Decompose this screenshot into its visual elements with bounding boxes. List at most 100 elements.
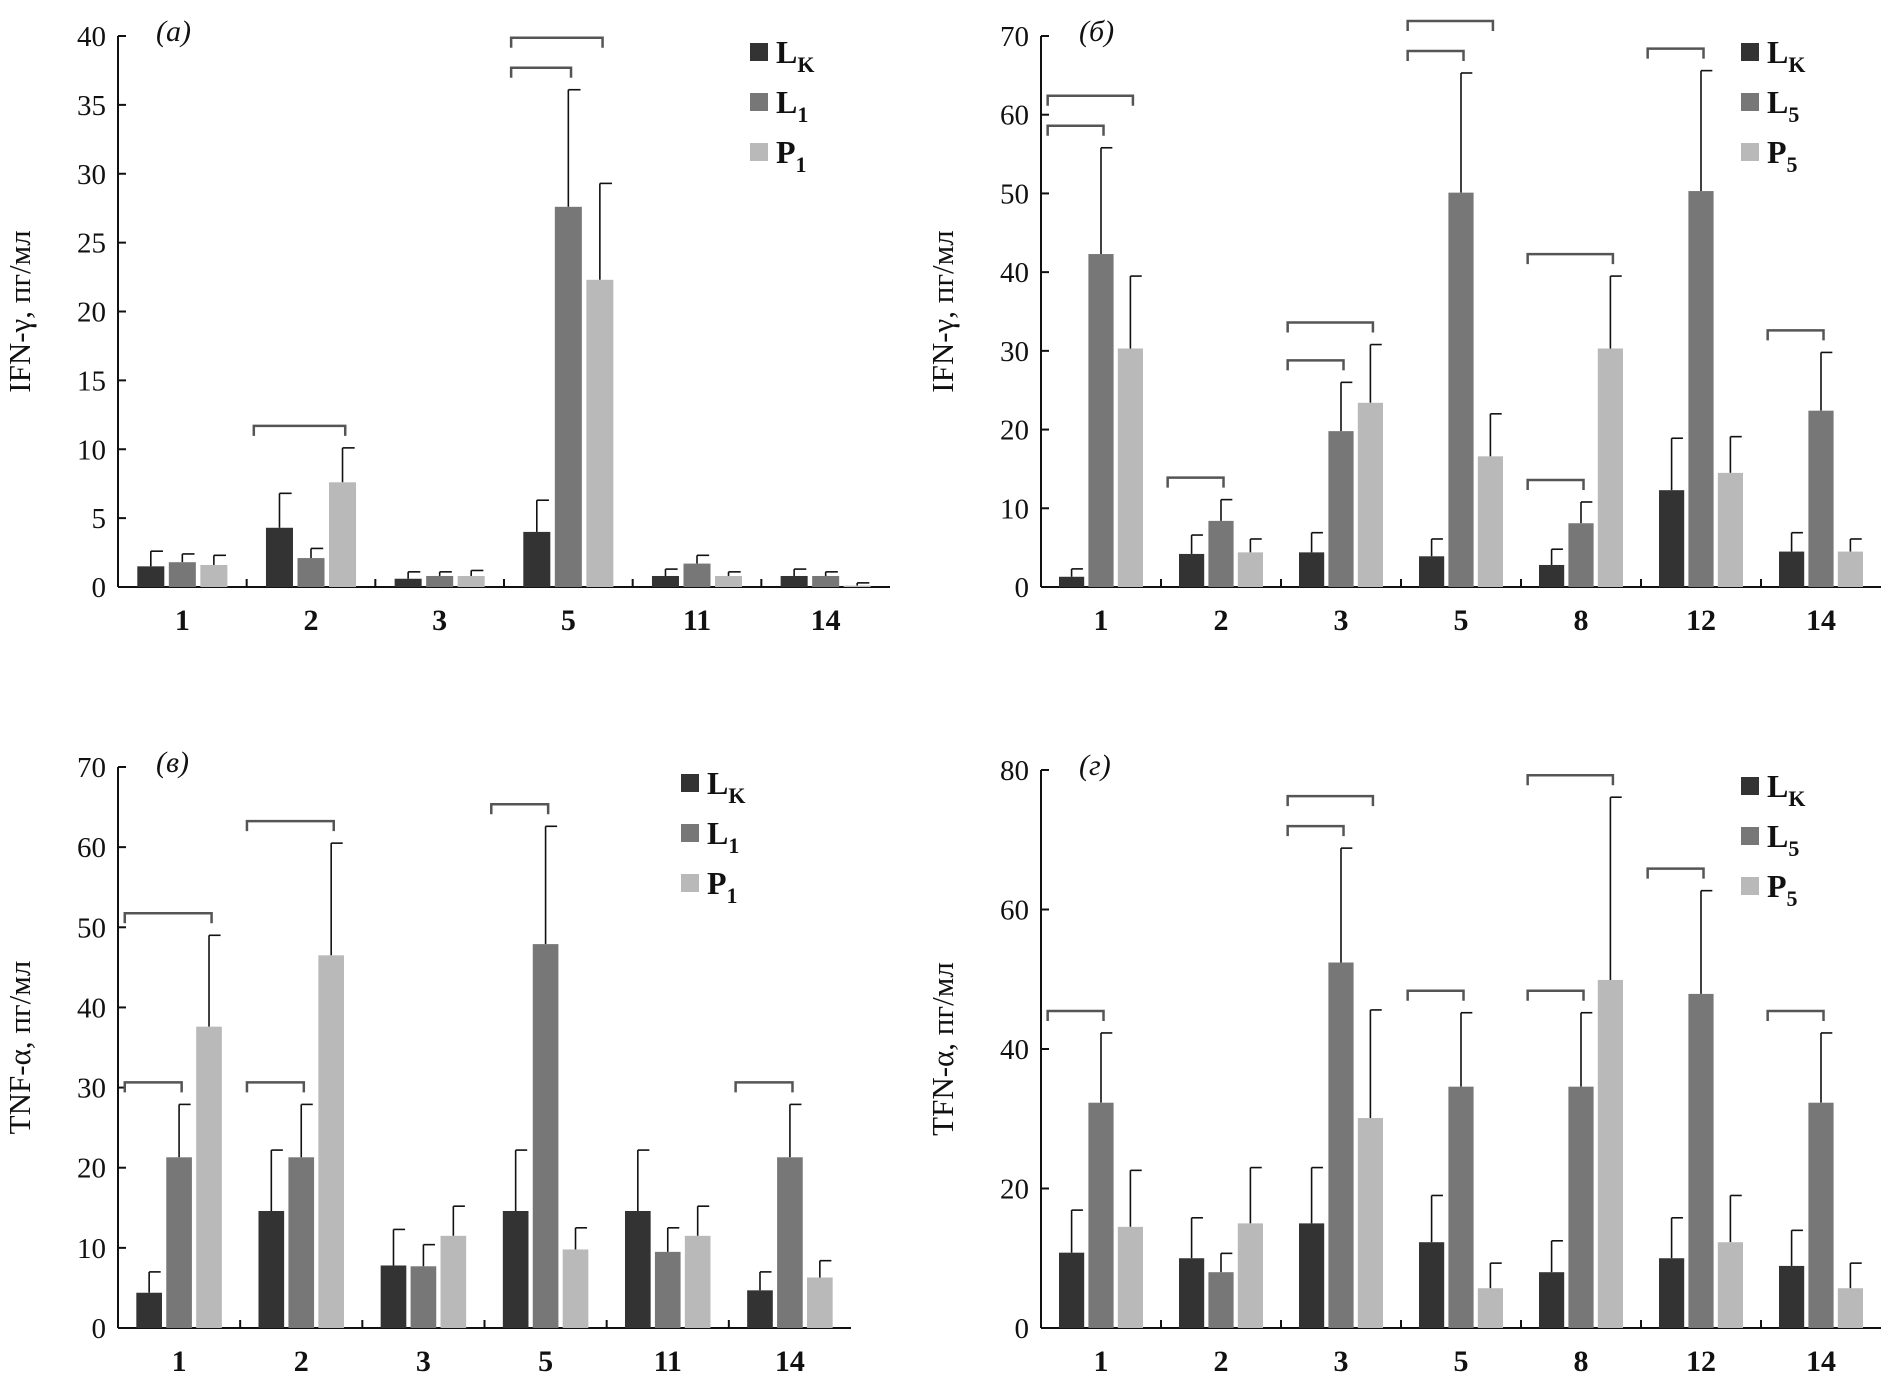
x-tick-label: 5 xyxy=(1454,604,1469,637)
bar-L5-8 xyxy=(1568,1086,1594,1328)
bar-L5-2 xyxy=(1208,520,1234,587)
bar-P5-2 xyxy=(1237,1223,1263,1328)
y-tick-label: 10 xyxy=(77,1233,106,1265)
x-tick-label: 14 xyxy=(1806,1345,1836,1378)
legend-entry-P5: P5 xyxy=(1767,868,1798,911)
y-tick-label: 20 xyxy=(1000,1174,1029,1206)
panel-label: (а) xyxy=(156,15,191,48)
y-axis-label: TFN-α, пг/мл xyxy=(925,962,960,1136)
bar-LK-14 xyxy=(780,575,808,587)
bar-L1-14 xyxy=(812,575,840,587)
x-tick-label: 1 xyxy=(1094,604,1109,637)
x-tick-label: 1 xyxy=(175,604,190,637)
significance-bracket xyxy=(1646,867,1705,879)
significance-bracket xyxy=(1406,49,1465,61)
y-tick-label: 0 xyxy=(92,1313,107,1345)
significance-bracket xyxy=(509,66,573,78)
bar-L5-14 xyxy=(1808,410,1834,587)
bar-L5-5 xyxy=(1448,1086,1474,1328)
significance-bracket xyxy=(509,36,604,48)
bar-P5-1 xyxy=(1117,1226,1143,1328)
y-tick-label: 30 xyxy=(1000,336,1029,368)
bar-P5-8 xyxy=(1597,348,1623,587)
significance-bracket xyxy=(252,424,347,436)
bar-L1-3 xyxy=(410,1266,437,1328)
bar-P1-5 xyxy=(562,1249,589,1328)
y-axis-label: TNF-α, пг/мл xyxy=(2,961,37,1135)
chart-panel-3: 0 10 20 30 40 50 60 70 1 2 3 5 11 14 (в) TNF-α, пг/мл LK… xyxy=(2,746,851,1378)
bar-P5-1 xyxy=(1117,348,1143,587)
y-tick-label: 60 xyxy=(77,832,106,864)
bar-P1-3 xyxy=(457,575,485,587)
bar-P1-3 xyxy=(440,1235,467,1328)
bar-LK-1 xyxy=(136,1292,162,1328)
bar-LK-1 xyxy=(1059,1252,1085,1328)
significance-bracket xyxy=(123,912,213,924)
x-tick-label: 3 xyxy=(1334,604,1349,637)
bar-LK-5 xyxy=(1419,1242,1445,1328)
significance-bracket xyxy=(123,1081,183,1093)
legend-entry-L1: L1 xyxy=(776,84,808,127)
bar-LK-3 xyxy=(1299,552,1325,587)
y-tick-label: 40 xyxy=(77,21,106,53)
bar-LK-8 xyxy=(1539,564,1565,587)
y-tick-label: 70 xyxy=(1000,21,1029,53)
y-tick-label: 0 xyxy=(92,572,107,604)
bar-LK-14 xyxy=(1779,551,1805,587)
y-axis-label: IFN-γ, пг/мл xyxy=(925,230,960,392)
bar-LK-5 xyxy=(1419,556,1445,587)
bar-LK-8 xyxy=(1539,1272,1565,1328)
bar-P5-5 xyxy=(1477,456,1503,587)
bar-P5-5 xyxy=(1477,1288,1503,1328)
x-tick-label: 3 xyxy=(1334,1345,1349,1378)
y-tick-label: 5 xyxy=(92,503,107,535)
bar-P5-14 xyxy=(1837,1288,1863,1328)
significance-bracket xyxy=(245,819,335,832)
legend-swatch xyxy=(1741,93,1759,111)
bar-P1-2 xyxy=(329,482,357,587)
bar-P1-1 xyxy=(200,564,228,587)
legend-entry-P1: P1 xyxy=(707,865,738,908)
x-tick-label: 3 xyxy=(416,1345,431,1378)
legend-entry-L5: L5 xyxy=(1767,818,1799,861)
bar-LK-3 xyxy=(1299,1223,1325,1328)
bar-P5-3 xyxy=(1357,1118,1383,1328)
x-tick-label: 12 xyxy=(1686,604,1716,637)
bar-L5-3 xyxy=(1328,962,1354,1328)
y-tick-label: 35 xyxy=(77,90,106,122)
y-tick-label: 80 xyxy=(1000,755,1029,787)
x-tick-label: 2 xyxy=(1214,1345,1229,1378)
bar-L1-14 xyxy=(777,1157,803,1328)
x-tick-label: 5 xyxy=(538,1345,553,1378)
legend-swatch xyxy=(1741,877,1759,895)
y-tick-label: 20 xyxy=(77,1153,106,1185)
significance-bracket xyxy=(1526,989,1585,1001)
x-tick-label: 1 xyxy=(1094,1345,1109,1378)
significance-bracket xyxy=(734,1081,794,1093)
bar-P1-14 xyxy=(807,1277,833,1328)
significance-bracket xyxy=(1526,252,1615,265)
bar-P5-12 xyxy=(1717,1242,1743,1328)
legend-swatch xyxy=(1741,43,1759,61)
bar-LK-3 xyxy=(394,578,422,587)
y-tick-label: 50 xyxy=(1000,178,1029,210)
y-tick-label: 30 xyxy=(77,159,106,191)
panel-label: (б) xyxy=(1079,15,1114,48)
x-tick-label: 5 xyxy=(1454,1345,1469,1378)
y-tick-label: 30 xyxy=(77,1073,106,1105)
bar-P1-11 xyxy=(715,575,743,587)
bar-L1-1 xyxy=(168,562,196,587)
x-tick-label: 12 xyxy=(1686,1345,1716,1378)
y-tick-label: 20 xyxy=(77,297,106,329)
bar-L1-3 xyxy=(426,575,454,587)
bar-L1-2 xyxy=(297,558,325,587)
bar-L1-11 xyxy=(654,1251,681,1328)
legend-entry-P1: P1 xyxy=(776,134,807,177)
bar-P1-1 xyxy=(196,1026,222,1328)
y-tick-label: 50 xyxy=(77,912,106,944)
bar-LK-14 xyxy=(1779,1265,1805,1328)
legend-swatch xyxy=(681,824,699,842)
bar-LK-11 xyxy=(624,1210,651,1328)
